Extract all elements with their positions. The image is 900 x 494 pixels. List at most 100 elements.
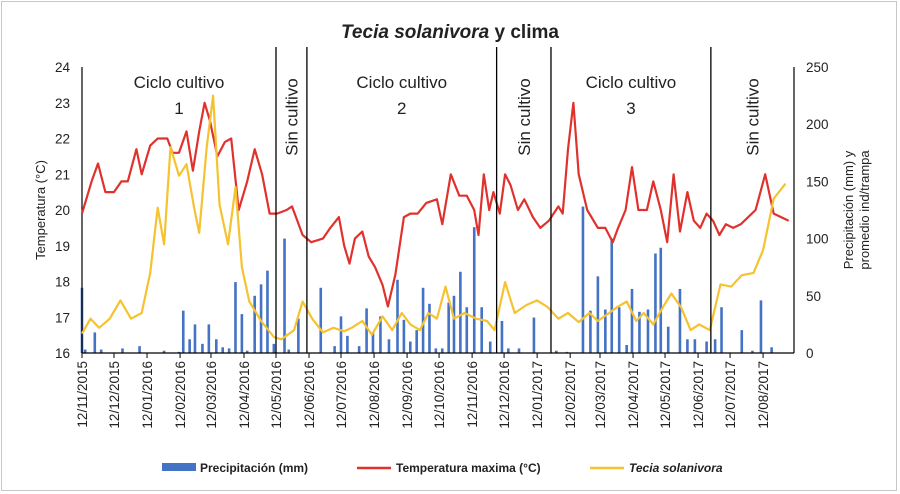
precipitation-bar (434, 348, 438, 353)
precipitation-bar (589, 310, 592, 353)
y-left-tick-label: 19 (55, 239, 70, 254)
phase-label: 2 (397, 99, 406, 118)
x-tick-label: 12/04/2017 (626, 361, 641, 429)
precipitation-bar (654, 253, 657, 353)
precipitation-bar (181, 310, 185, 353)
precipitation-bar (272, 343, 276, 353)
precipitation-bar (387, 339, 391, 353)
y-right-tick-label: 0 (806, 346, 814, 361)
precipitation-bar (214, 339, 218, 353)
precipitation-bar (201, 343, 204, 353)
x-tick-label: 12/03/2017 (593, 361, 608, 429)
y-right-tick-label: 100 (806, 232, 829, 247)
x-tick-label: 12/02/2017 (563, 361, 578, 429)
phase-label: Sin cultivo (743, 78, 762, 155)
precipitation-bar (121, 348, 124, 353)
precipitation-bar (452, 295, 456, 353)
precipitation-bar (227, 348, 231, 353)
precipitation-bar (447, 302, 450, 353)
x-tick-label: 12/01/2017 (530, 361, 545, 429)
precipitation-bar (472, 227, 476, 353)
precipitation-bar (713, 339, 717, 353)
phase-label: Ciclo cultivo (586, 73, 677, 92)
x-tick-label: 12/09/2016 (400, 361, 415, 429)
phase-label: Sin cultivo (515, 78, 534, 155)
precipitation-bar (138, 346, 141, 353)
precipitation-bar (396, 279, 399, 353)
precipitation-bar (287, 349, 291, 353)
x-tick-label: 12/05/2016 (269, 361, 284, 429)
precipitation-bar (234, 282, 237, 353)
x-tick-label: 12/11/2016 (465, 361, 480, 428)
precipitation-bar (532, 317, 536, 353)
precipitation-bar (207, 324, 211, 353)
x-tick-label: 12/08/2016 (367, 361, 382, 429)
precipitation-bar (193, 324, 197, 353)
precipitation-bar (253, 295, 256, 353)
chart-title: Tecia solanivora y clima (341, 22, 559, 43)
legend-label-precipitation: Precipitación (mm) (200, 461, 308, 475)
precipitation-bar (333, 346, 336, 353)
precipitation-bar (500, 320, 504, 353)
precipitation-bar (221, 347, 224, 353)
precipitation-bar (188, 339, 191, 353)
x-tick-label: 12/08/2017 (756, 361, 771, 429)
y-right-tick-label: 250 (806, 60, 829, 75)
precipitation-bar (99, 349, 103, 353)
x-tick-label: 12/07/2016 (334, 361, 349, 429)
y-left-tick-label: 17 (55, 310, 70, 325)
y-left-tick-label: 23 (55, 96, 70, 111)
axes (81, 67, 795, 354)
precipitation-bar (678, 288, 682, 353)
precipitation-bar (555, 350, 558, 353)
legend-label-temperature: Temperatura maxima (°C) (396, 461, 541, 475)
x-tick-label: 12/12/2015 (107, 361, 122, 429)
precipitation-bar (259, 284, 263, 353)
x-tick-label: 12/04/2016 (237, 361, 252, 429)
precipitation-bar (604, 309, 607, 353)
precipitation-bar (638, 311, 641, 353)
x-tick-label: 12/12/2016 (497, 361, 512, 429)
precipitation-bar (365, 308, 368, 353)
precipitation-bar (488, 341, 492, 353)
y-left-tick-label: 18 (55, 275, 70, 290)
x-tick-label: 12/01/2016 (140, 361, 155, 429)
phase-label: Sin cultivo (282, 78, 301, 155)
phase-label: Ciclo cultivo (356, 73, 447, 92)
precipitation-bar (93, 332, 97, 353)
y-left-tick-label: 21 (55, 167, 70, 182)
x-tick-label: 12/06/2017 (691, 361, 706, 429)
precipitation-bar (371, 332, 375, 353)
y-left-tick-label: 24 (55, 60, 71, 75)
precipitation-bar (610, 238, 614, 353)
legend: Precipitación (mm) Temperatura maxima (°C… (162, 461, 723, 475)
precipitation-bar (759, 300, 763, 353)
precipitation-bar (266, 270, 269, 353)
precipitation-bar (297, 318, 300, 353)
precipitation-bar (705, 341, 708, 353)
x-tick-label: 12/11/2015 (75, 361, 90, 428)
x-tick-label: 12/02/2016 (173, 361, 188, 429)
precipitation-bar (686, 339, 689, 353)
precipitation-bar (379, 316, 382, 353)
phase-label: 3 (626, 99, 635, 118)
precipitation-bar (625, 344, 628, 353)
y-left-axis-label: Temperatura (°C) (33, 160, 48, 260)
precipitation-bar (596, 276, 600, 353)
precipitation-bar (693, 339, 697, 353)
y-left-tick-label: 16 (55, 346, 70, 361)
legend-label-tecia: Tecia solanivora (629, 461, 723, 475)
x-tick-label: 12/03/2016 (204, 361, 219, 429)
axis-labels: Temperatura (°C) Precipitación (mm) y prom… (33, 150, 872, 270)
y-left-tick-label: 22 (55, 132, 70, 147)
phase-annotations: Ciclo cultivo 1 Sin cultivo Ciclo cultivo 2 S… (134, 47, 762, 353)
precipitation-bar (507, 348, 510, 353)
precipitation-bar (240, 314, 244, 353)
precipitation-bar (646, 309, 650, 353)
tick-labels: 24232221201918171625020015010050012/11/2… (55, 60, 829, 429)
precipitation-bar (339, 316, 343, 353)
precipitation-bar (283, 238, 286, 353)
precipitation-bar (402, 319, 406, 353)
